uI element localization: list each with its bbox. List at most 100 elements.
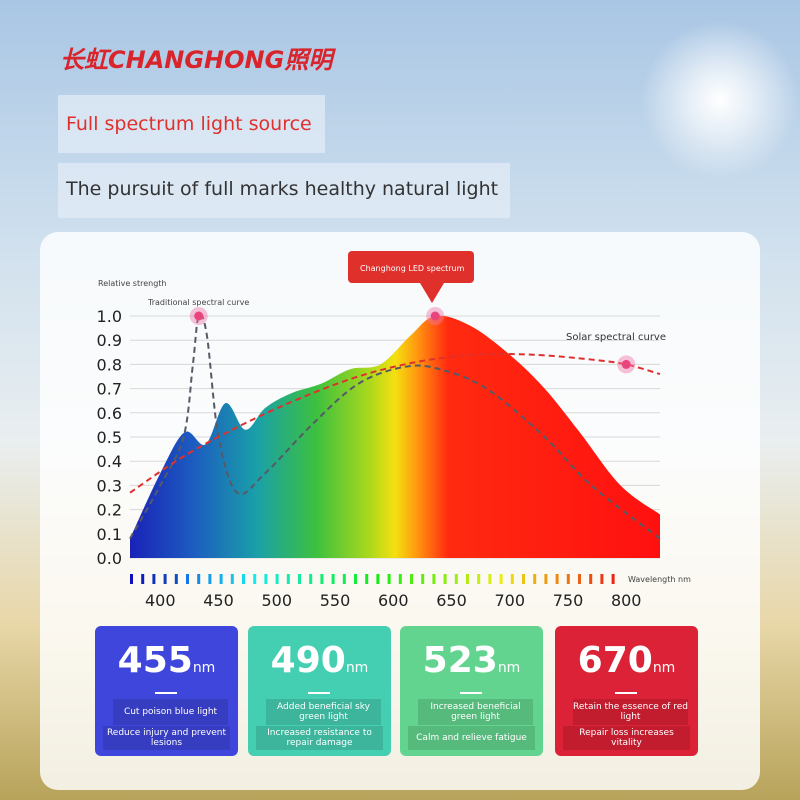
wavelength: 490nm <box>248 640 391 681</box>
card-line: Increased resistance to repair damage <box>256 726 383 750</box>
y-tick-label: 0.6 <box>97 404 122 423</box>
spectrum-area <box>130 315 660 558</box>
card-line: Calm and relieve fatigue <box>408 726 535 750</box>
card-value: 455 <box>117 640 193 681</box>
spectrum-dash <box>219 574 223 584</box>
spectrum-dash <box>354 574 357 584</box>
spectrum-dash <box>510 574 514 584</box>
spectrum-dash <box>611 574 615 584</box>
spectrum-dash <box>555 574 559 584</box>
spectrum-dash <box>488 574 492 584</box>
spectrum-dash <box>286 574 290 584</box>
spectrum-dash <box>466 574 469 584</box>
feature-card: 670nm Retain the essence of red light Repa… <box>555 626 698 756</box>
spectrum-dash <box>242 574 245 584</box>
wavelength: 670nm <box>555 640 698 681</box>
spectrum-dash <box>522 574 525 584</box>
card-line: Reduce injury and prevent lesions <box>103 726 230 750</box>
spectrum-dash <box>410 574 413 584</box>
marker-dot <box>430 311 440 321</box>
spectrum-dash <box>589 574 593 584</box>
spectrum-dash <box>578 574 581 584</box>
spectrum-dash <box>533 574 537 584</box>
y-tick-label: 0.3 <box>97 476 122 495</box>
x-tick-label: 600 <box>378 591 409 610</box>
x-tick-label: 800 <box>611 591 642 610</box>
x-tick-label: 450 <box>203 591 234 610</box>
y-axis-label: Relative strength <box>98 279 167 288</box>
spectrum-dash <box>253 574 257 584</box>
brand: 长虹CHANGHONG照明 <box>60 46 333 74</box>
wavelength: 455nm <box>95 640 238 681</box>
card-unit: nm <box>497 660 521 676</box>
spectrum-dash <box>163 574 167 584</box>
title: Full spectrum light source <box>58 95 325 153</box>
y-tick-label: 1.0 <box>97 307 122 326</box>
annotation: Changhong LED spectrum <box>360 264 465 273</box>
spectrum-dash <box>443 574 447 584</box>
spectrum-dash <box>309 574 313 584</box>
spectrum-dash <box>566 574 570 584</box>
spectrum-dash <box>454 574 458 584</box>
spectrum-dash <box>342 574 346 584</box>
spectrum-dash <box>544 574 548 584</box>
card-unit: nm <box>652 660 676 676</box>
spectrum-dash <box>275 574 279 584</box>
spectrum-dash <box>141 574 145 584</box>
card-unit: nm <box>345 660 369 676</box>
spectrum-dash <box>264 574 268 584</box>
spectrum-dash <box>320 574 324 584</box>
wavelength: 523nm <box>400 640 543 681</box>
spectrum-dash <box>499 574 503 584</box>
card-value: 670 <box>577 640 653 681</box>
y-tick-label: 0.1 <box>97 525 122 544</box>
spectrum-dash <box>174 574 178 584</box>
y-tick-label: 0.7 <box>97 380 122 399</box>
spectrum-dash <box>197 574 201 584</box>
spectrum-dash <box>387 574 391 584</box>
card-line: Increased beneficial green light <box>418 699 533 725</box>
callout-box <box>348 251 474 283</box>
spectrum-dash <box>130 574 133 584</box>
spectral-line <box>129 352 661 494</box>
x-tick-label: 500 <box>261 591 292 610</box>
spectrum-dash <box>186 574 189 584</box>
y-tick-label: 0.2 <box>97 501 122 520</box>
x-axis-label: Wavelength nm <box>628 575 691 584</box>
spectrum-dash <box>208 574 212 584</box>
x-tick-label: 650 <box>436 591 467 610</box>
y-tick-label: 0.4 <box>97 452 122 471</box>
card-line: Repair loss increases vitality <box>563 726 690 750</box>
divider <box>615 692 637 694</box>
x-tick-label: 700 <box>494 591 525 610</box>
card-value: 523 <box>422 640 498 681</box>
marker-dot <box>621 359 631 369</box>
sun <box>640 20 800 180</box>
y-tick-label: 0.8 <box>97 355 122 374</box>
marker-dot <box>194 311 204 321</box>
card-unit: nm <box>192 660 216 676</box>
y-tick-label: 0.9 <box>97 331 122 350</box>
spectrum-dash <box>298 574 301 584</box>
spectrum-dash <box>600 574 604 584</box>
divider <box>308 692 330 694</box>
y-tick-label: 0.0 <box>97 549 122 568</box>
divider <box>155 692 177 694</box>
feature-card: 455nm Cut poison blue light Reduce injury … <box>95 626 238 756</box>
spectrum-dash <box>365 574 369 584</box>
card-line: Retain the essence of red light <box>573 699 688 725</box>
spectrum-dash <box>230 574 234 584</box>
card-value: 490 <box>270 640 346 681</box>
x-tick-label: 550 <box>320 591 351 610</box>
annotation: Traditional spectral curve <box>147 298 249 307</box>
spectrum-dash <box>432 574 436 584</box>
card-line: Cut poison blue light <box>113 699 228 725</box>
spectrum-dash <box>331 574 335 584</box>
spectrum-dash <box>398 574 402 584</box>
x-tick-label: 400 <box>145 591 176 610</box>
feature-card: 523nm Increased beneficial green light Cal… <box>400 626 543 756</box>
callout-arrow <box>420 283 444 303</box>
divider <box>460 692 482 694</box>
